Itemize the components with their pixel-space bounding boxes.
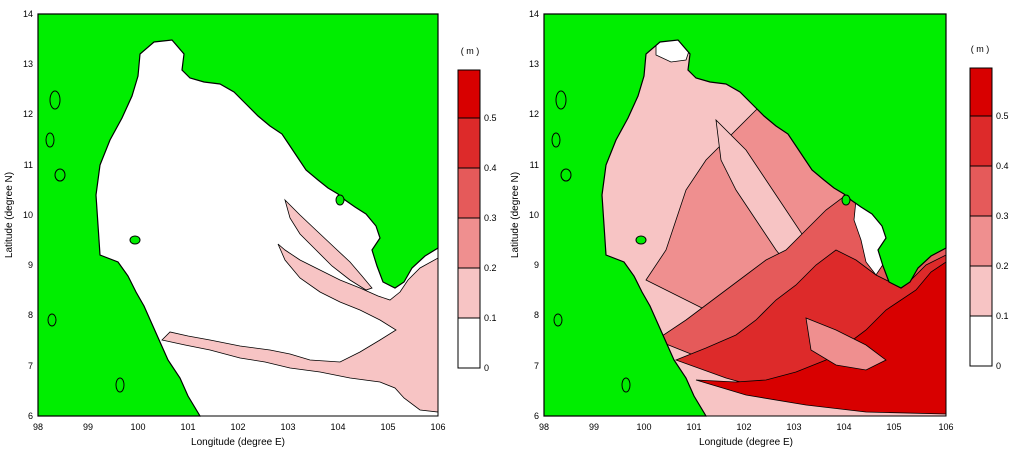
colorbar-label: 0.5 xyxy=(484,113,497,123)
y-tick-label: 6 xyxy=(534,411,539,421)
colorbar-bin xyxy=(457,217,481,269)
y-tick-label: 6 xyxy=(28,411,33,421)
x-tick-label: 105 xyxy=(886,422,901,432)
islands-west xyxy=(45,90,345,393)
y-tick-label: 7 xyxy=(534,361,539,371)
colorbar-label: 0.1 xyxy=(484,313,497,323)
x-tick-label: 104 xyxy=(330,422,345,432)
map-panel-left: 98 99 100 101 102 103 104 105 106 Longit… xyxy=(4,9,497,448)
contour-level-5 xyxy=(695,261,947,415)
colorbar-label: 0.4 xyxy=(484,163,497,173)
map-panel-right: 98 99 100 101 102 103 104 105 106 Longit… xyxy=(506,0,1024,459)
colorbar-label: 0.2 xyxy=(996,261,1009,271)
x-tick-label: 106 xyxy=(938,422,953,432)
colorbar-bin xyxy=(969,67,993,117)
y-axis-title: Latitude (degree N) xyxy=(510,172,521,258)
colorbar-label: 0.2 xyxy=(484,263,497,273)
x-tick-label: 98 xyxy=(539,422,549,432)
x-tick-label: 103 xyxy=(786,422,801,432)
y-tick-label: 10 xyxy=(529,210,539,220)
colorbar-bin xyxy=(969,115,993,167)
y-tick-label: 14 xyxy=(529,9,539,19)
x-axis: 98 99 100 101 102 103 104 105 106 Longit… xyxy=(539,422,954,448)
x-tick-label: 102 xyxy=(230,422,245,432)
land-region xyxy=(543,13,947,417)
colorbar: ( m ) 0 0.1 0.2 0.3 0.4 0.5 xyxy=(969,44,1009,371)
colorbar-label: 0 xyxy=(484,363,489,373)
colorbar-bin xyxy=(457,167,481,219)
y-tick-label: 13 xyxy=(23,59,33,69)
contour-level-2c xyxy=(805,317,887,371)
x-tick-label: 100 xyxy=(636,422,651,432)
plot-frame xyxy=(37,13,439,417)
y-tick-label: 12 xyxy=(529,109,539,119)
colorbar-label: 0.3 xyxy=(484,213,497,223)
colorbar-bin xyxy=(457,267,481,319)
colorbar-label: 0.1 xyxy=(996,311,1009,321)
colorbar-bin xyxy=(969,265,993,317)
colorbar-bin xyxy=(969,165,993,217)
colorbar-bin xyxy=(457,117,481,169)
y-tick-label: 13 xyxy=(529,59,539,69)
y-tick-label: 14 xyxy=(23,9,33,19)
x-tick-label: 100 xyxy=(130,422,145,432)
colorbar-bin xyxy=(457,317,481,369)
x-tick-label: 101 xyxy=(686,422,701,432)
x-axis-title: Longitude (degree E) xyxy=(191,437,285,448)
contour-level-1 xyxy=(161,243,439,413)
x-tick-label: 98 xyxy=(33,422,43,432)
map-svg-left: 98 99 100 101 102 103 104 105 106 Longit… xyxy=(4,9,497,448)
x-tick-label: 99 xyxy=(83,422,93,432)
y-tick-label: 9 xyxy=(534,260,539,270)
contour-level-1b xyxy=(284,198,373,291)
colorbar: ( m ) 0 0.1 0.2 0.3 0.4 0.5 xyxy=(457,46,497,373)
plot-frame xyxy=(543,13,947,417)
y-tick-label: 9 xyxy=(28,260,33,270)
colorbar-bin xyxy=(969,215,993,267)
x-tick-label: 106 xyxy=(430,422,445,432)
y-tick-label: 12 xyxy=(23,109,33,119)
colorbar-unit: ( m ) xyxy=(461,46,480,56)
y-tick-label: 10 xyxy=(23,210,33,220)
y-tick-label: 8 xyxy=(534,310,539,320)
y-tick-label: 11 xyxy=(24,160,33,170)
colorbar-bin xyxy=(457,69,481,119)
y-tick-label: 8 xyxy=(28,310,33,320)
x-tick-label: 99 xyxy=(589,422,599,432)
colorbar-label: 0.4 xyxy=(996,161,1009,171)
islands-west xyxy=(551,90,851,393)
land-region xyxy=(37,13,439,417)
colorbar-bin xyxy=(969,315,993,367)
y-axis-title: Latitude (degree N) xyxy=(4,172,15,258)
y-tick-label: 7 xyxy=(28,361,33,371)
colorbar-unit: ( m ) xyxy=(971,44,990,54)
x-axis-title: Longitude (degree E) xyxy=(699,437,793,448)
map-svg-right: 98 99 100 101 102 103 104 105 106 Longit… xyxy=(510,9,1009,448)
y-axis: 6 7 8 9 10 11 12 13 14 Latitude (degree … xyxy=(4,9,33,421)
x-tick-label: 101 xyxy=(180,422,195,432)
x-tick-label: 104 xyxy=(836,422,851,432)
x-tick-label: 103 xyxy=(280,422,295,432)
x-tick-label: 105 xyxy=(380,422,395,432)
colorbar-label: 0 xyxy=(996,361,1001,371)
colorbar-label: 0.5 xyxy=(996,111,1009,121)
x-axis: 98 99 100 101 102 103 104 105 106 Longit… xyxy=(33,422,446,448)
x-tick-label: 102 xyxy=(736,422,751,432)
y-axis: 6 7 8 9 10 11 12 13 14 Latitude (degree … xyxy=(510,9,539,421)
y-tick-label: 11 xyxy=(530,160,539,170)
colorbar-label: 0.3 xyxy=(996,211,1009,221)
